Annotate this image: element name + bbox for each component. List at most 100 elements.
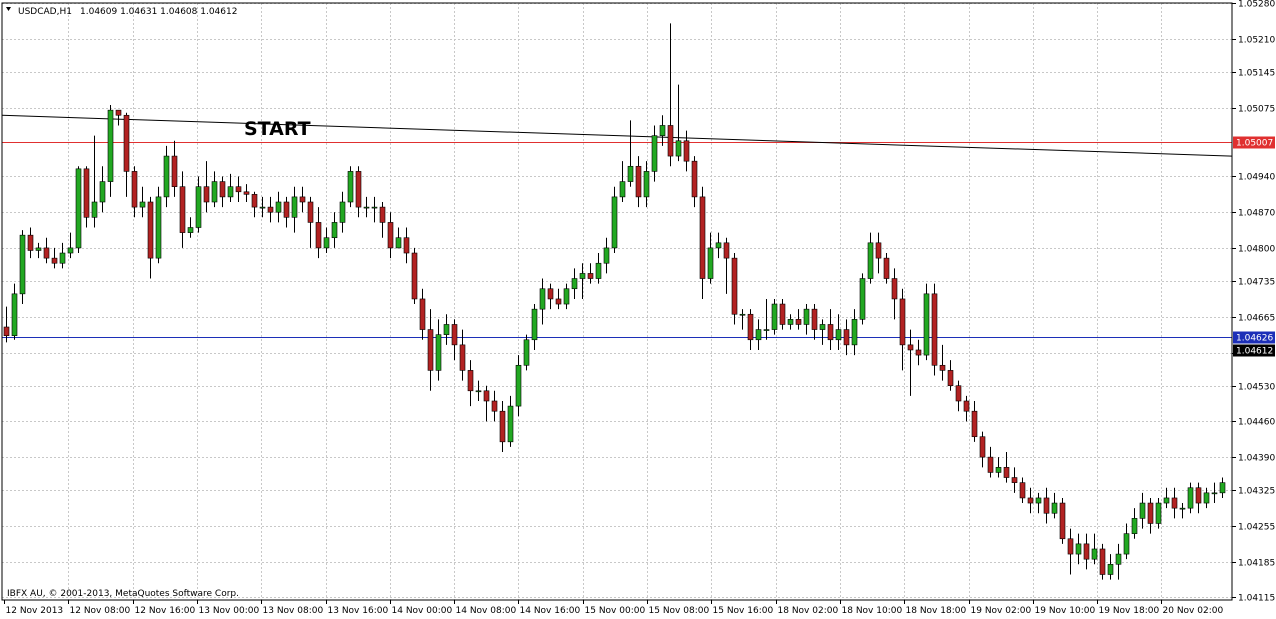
- candle-body: [627, 165, 634, 182]
- candle-body: [115, 109, 122, 116]
- candle: [331, 212, 338, 248]
- candle: [299, 186, 306, 213]
- candle-body: [715, 242, 722, 249]
- candle: [1075, 533, 1082, 565]
- candle-body: [1139, 502, 1146, 519]
- candle-body: [691, 160, 698, 198]
- candle-body: [955, 385, 962, 402]
- candle: [139, 186, 146, 218]
- candle: [515, 355, 522, 417]
- candle-body: [995, 467, 1002, 473]
- candle: [107, 105, 114, 197]
- x-tick-label: 18 Nov 18:00: [906, 606, 967, 616]
- candle-body: [371, 206, 378, 209]
- candle: [707, 232, 714, 284]
- candle-body: [1067, 538, 1074, 555]
- trendline[interactable]: [1, 114, 1233, 157]
- candle-body: [899, 298, 906, 346]
- candle: [787, 314, 794, 330]
- candle: [1059, 497, 1066, 544]
- candle: [1091, 533, 1098, 565]
- candle-body: [811, 308, 818, 330]
- copyright-text: IBFX AU, © 2001-2013, MetaQuotes Softwar…: [7, 589, 239, 599]
- candle: [411, 247, 418, 305]
- candle-body: [195, 186, 202, 228]
- candle-body: [1203, 492, 1210, 504]
- candle: [419, 288, 426, 340]
- candle: [211, 171, 218, 208]
- y-tick-label: 1.04530: [1238, 383, 1275, 393]
- candle: [363, 196, 370, 218]
- candle: [1123, 523, 1130, 560]
- candles: [3, 23, 1226, 580]
- start-annotation: START: [244, 118, 311, 140]
- candle-body: [1043, 497, 1050, 514]
- candle: [67, 232, 74, 259]
- candle-body: [275, 201, 282, 213]
- candle-body: [435, 334, 442, 371]
- candle: [579, 263, 586, 299]
- candle: [851, 309, 858, 356]
- candle: [131, 166, 138, 218]
- candle-body: [611, 196, 618, 249]
- x-tick-label: 15 Nov 00:00: [585, 606, 646, 616]
- candle: [563, 283, 570, 310]
- candle-body: [83, 168, 90, 218]
- candle: [1163, 487, 1170, 509]
- candle: [35, 242, 42, 259]
- dropdown-triangle-icon[interactable]: [6, 7, 11, 11]
- candle-body: [171, 155, 178, 187]
- y-tick-label: 1.04115: [1238, 594, 1275, 604]
- candle-body: [699, 196, 706, 279]
- candle-body: [131, 171, 138, 208]
- candle: [371, 196, 378, 223]
- candle: [307, 196, 314, 248]
- candle: [723, 237, 730, 294]
- x-tick-label: 19 Nov 02:00: [971, 606, 1032, 616]
- candle-body: [443, 324, 450, 335]
- candle: [403, 227, 410, 264]
- candle-body: [123, 114, 130, 172]
- candle-body: [1003, 467, 1010, 478]
- candle-body: [507, 405, 514, 443]
- candle: [683, 130, 690, 172]
- candle: [123, 112, 130, 197]
- candle: [1179, 503, 1186, 519]
- candle-body: [163, 155, 170, 198]
- x-tick-label: 18 Nov 10:00: [842, 606, 903, 616]
- candle: [115, 109, 122, 126]
- candle: [75, 166, 82, 254]
- candle: [1083, 533, 1090, 570]
- candle: [451, 319, 458, 361]
- candle: [947, 360, 954, 391]
- candle-body: [819, 324, 826, 330]
- x-axis: 12 Nov 2013 12 Nov 08:00 12 Nov 16:00 13 No…: [4, 600, 1223, 616]
- candle-body: [347, 171, 354, 203]
- candle: [11, 283, 18, 340]
- candle-body: [1035, 497, 1042, 504]
- x-tick-label: 12 Nov 08:00: [70, 606, 131, 616]
- x-tick-label: 18 Nov 02:00: [778, 606, 839, 616]
- x-tick-label: 19 Nov 18:00: [1099, 606, 1160, 616]
- candle: [739, 309, 746, 330]
- candle: [27, 227, 34, 259]
- candle-body: [795, 319, 802, 325]
- candle: [603, 237, 610, 274]
- candle-body: [491, 400, 498, 412]
- candle: [443, 314, 450, 345]
- candle: [339, 191, 346, 233]
- candle: [427, 309, 434, 391]
- candle: [1115, 543, 1122, 580]
- candle-body: [1083, 543, 1090, 560]
- candle-body: [595, 262, 602, 279]
- candle: [915, 339, 922, 366]
- candle-body: [411, 252, 418, 300]
- candle: [659, 115, 666, 146]
- candle: [275, 191, 282, 223]
- candle: [147, 196, 154, 279]
- candle: [1211, 482, 1218, 504]
- candle: [859, 273, 866, 325]
- candle: [867, 232, 874, 284]
- x-tick-label: 12 Nov 16:00: [135, 606, 196, 616]
- candle: [43, 237, 50, 264]
